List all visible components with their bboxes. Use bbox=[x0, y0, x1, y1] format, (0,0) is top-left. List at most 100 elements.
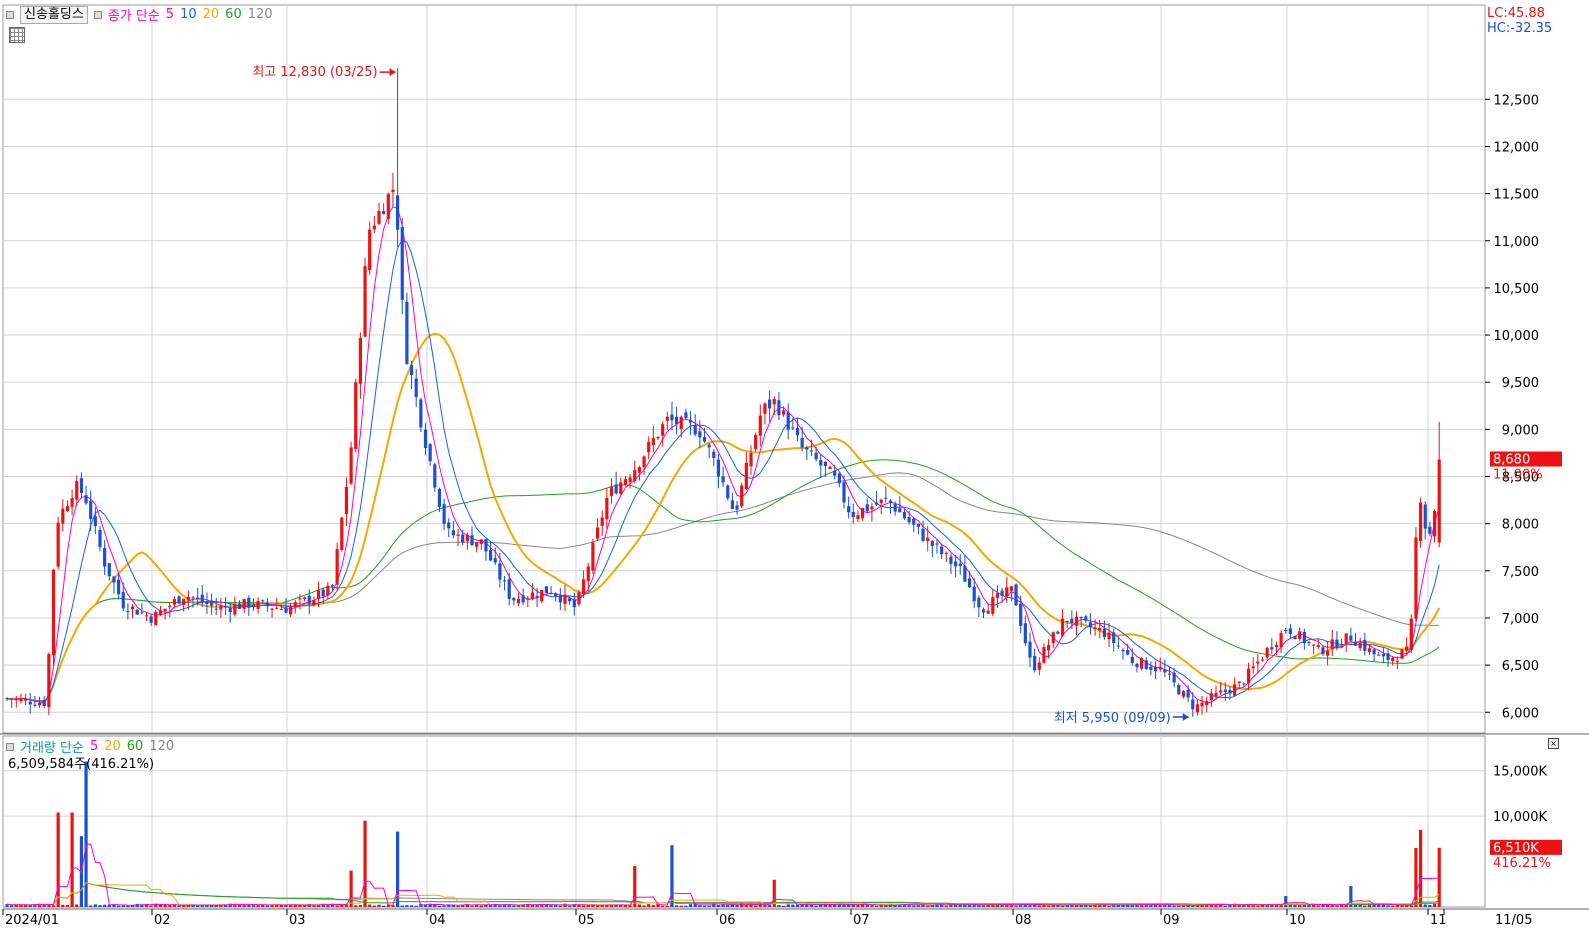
candle bbox=[461, 529, 465, 546]
volume-bar bbox=[1391, 905, 1395, 907]
moving-average-lines bbox=[6, 206, 1441, 705]
candle bbox=[1177, 683, 1181, 695]
candle-body bbox=[1279, 632, 1283, 648]
close-icon[interactable]: × bbox=[1548, 738, 1559, 749]
volume-bar bbox=[712, 903, 716, 907]
menu-square-icon[interactable] bbox=[6, 10, 14, 19]
volume-bar bbox=[1381, 904, 1385, 907]
candle-body bbox=[493, 558, 497, 563]
volume-ma-60-line bbox=[6, 882, 1440, 906]
candle-body bbox=[1195, 704, 1199, 713]
volume-bar bbox=[1014, 905, 1018, 907]
candle bbox=[447, 518, 451, 538]
x-tick-label: 06 bbox=[719, 913, 736, 928]
ma-period-10: 10 bbox=[180, 7, 197, 22]
volume-bar bbox=[721, 904, 725, 907]
candle bbox=[312, 596, 316, 607]
candle bbox=[679, 415, 683, 438]
volume-bar bbox=[191, 904, 195, 907]
volume-bar bbox=[126, 905, 130, 907]
volume-bar bbox=[805, 903, 809, 907]
volume-bar bbox=[289, 905, 293, 907]
ma-period-5: 5 bbox=[165, 7, 175, 22]
volume-bar bbox=[75, 904, 79, 907]
volume-bar bbox=[1149, 904, 1153, 907]
candle bbox=[1140, 657, 1144, 671]
candle bbox=[856, 510, 860, 523]
volume-bar bbox=[1177, 905, 1181, 907]
volume-bar bbox=[442, 905, 446, 907]
candle bbox=[437, 487, 442, 513]
volume-bar bbox=[544, 904, 548, 907]
candle-body bbox=[223, 606, 228, 608]
candle bbox=[1047, 639, 1051, 659]
candle bbox=[1181, 689, 1186, 699]
candle bbox=[1023, 615, 1027, 646]
candle bbox=[219, 597, 223, 619]
candle-body bbox=[1233, 684, 1237, 696]
candle bbox=[205, 592, 209, 615]
candle-body bbox=[1079, 616, 1083, 619]
candle-body bbox=[786, 412, 790, 430]
volume-bar bbox=[293, 904, 297, 907]
candle bbox=[754, 432, 758, 452]
candle bbox=[121, 582, 125, 612]
menu-square-icon[interactable] bbox=[93, 10, 102, 19]
candle bbox=[1293, 635, 1297, 640]
candle-body bbox=[382, 211, 386, 215]
candle-body bbox=[1172, 672, 1176, 683]
candle bbox=[1172, 668, 1176, 688]
volume-bar bbox=[749, 904, 753, 907]
volume-bar bbox=[470, 905, 474, 907]
price-tick-label: 7,000 bbox=[1502, 612, 1539, 627]
volume-bar bbox=[1047, 905, 1051, 907]
candle bbox=[489, 540, 493, 562]
volume-bar bbox=[37, 903, 42, 907]
candle-body bbox=[1260, 659, 1265, 661]
candle bbox=[819, 453, 823, 478]
volume-bar bbox=[121, 905, 125, 907]
volume-bar bbox=[1167, 904, 1172, 907]
volume-bar bbox=[335, 905, 339, 907]
volume-bar bbox=[1312, 903, 1316, 907]
candle-body bbox=[1395, 660, 1399, 662]
candle bbox=[233, 596, 237, 617]
volume-bar bbox=[1158, 903, 1162, 907]
candle bbox=[595, 518, 600, 542]
volume-bar bbox=[5, 904, 9, 907]
candle bbox=[316, 581, 321, 607]
volume-bar bbox=[1432, 903, 1437, 907]
candle bbox=[1209, 688, 1213, 707]
candle bbox=[1116, 636, 1120, 649]
menu-square-icon[interactable] bbox=[6, 742, 14, 751]
candle bbox=[1214, 685, 1218, 701]
candle-body bbox=[1056, 631, 1060, 634]
volume-bar bbox=[386, 904, 390, 907]
candle bbox=[1312, 644, 1316, 655]
candle bbox=[535, 587, 539, 608]
candle bbox=[893, 501, 897, 516]
candle bbox=[1409, 614, 1413, 654]
candle-body bbox=[326, 585, 330, 596]
volume-bar bbox=[28, 905, 32, 907]
volume-bar bbox=[530, 904, 535, 907]
candle bbox=[237, 600, 242, 610]
candle bbox=[1358, 637, 1362, 651]
candle-body bbox=[191, 597, 195, 599]
volume-bar bbox=[1153, 904, 1158, 907]
candle-body bbox=[1130, 656, 1134, 663]
candle-body bbox=[874, 502, 879, 505]
candle-body bbox=[47, 653, 51, 708]
volume-bar bbox=[1205, 904, 1209, 907]
candle-body bbox=[502, 580, 507, 582]
candle bbox=[140, 603, 144, 615]
calendar-icon[interactable] bbox=[9, 27, 25, 43]
candle-body bbox=[5, 698, 9, 700]
volume-bar bbox=[489, 904, 493, 907]
candle bbox=[484, 538, 488, 561]
volume-header: 거래량 단순 5 20 60 120 bbox=[6, 737, 174, 756]
candle bbox=[391, 172, 395, 208]
candle bbox=[944, 551, 948, 563]
volume-bar bbox=[916, 905, 920, 907]
ticker-selector[interactable]: 신송홀딩스 bbox=[20, 5, 88, 24]
